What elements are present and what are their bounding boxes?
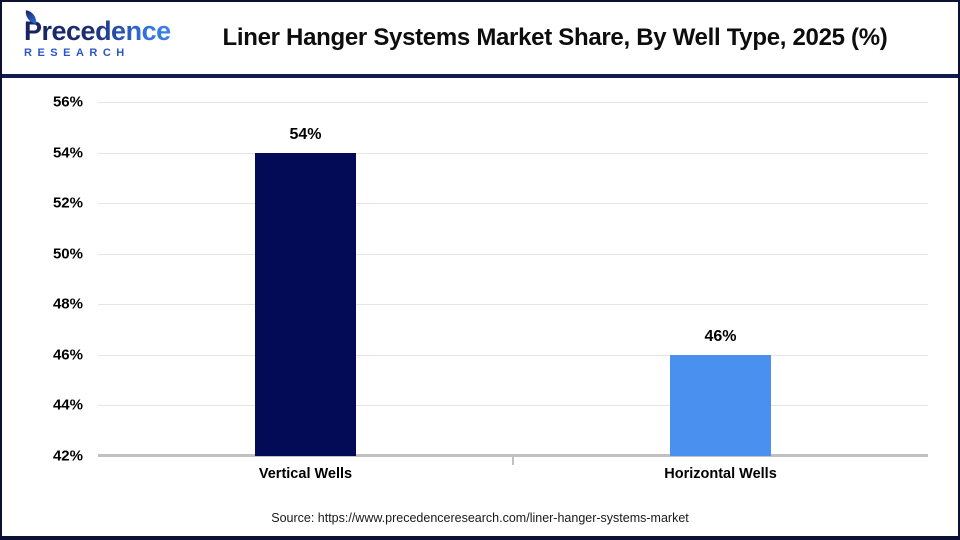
title-wrap: Liner Hanger Systems Market Share, By We… xyxy=(174,24,936,52)
bar-vertical-wells xyxy=(255,152,356,456)
chart-title: Liner Hanger Systems Market Share, By We… xyxy=(222,24,888,51)
bar-value-label: 54% xyxy=(289,125,322,143)
brand-logo: Precedence RESEARCH xyxy=(24,9,174,59)
y-tick-label: 44% xyxy=(52,396,83,414)
brand-name: Precedence xyxy=(24,9,174,46)
gridline-54% xyxy=(98,152,928,154)
plot-area: 42% 44% 46% 48% 50% 52% 54% 56% 54% 46% xyxy=(53,94,928,465)
bar-holder: 54% xyxy=(255,102,356,456)
gridline-50% xyxy=(98,253,928,255)
brand-name-text: Precedence xyxy=(24,15,171,46)
x-axis-line xyxy=(98,454,928,457)
header: Precedence RESEARCH Liner Hanger Systems… xyxy=(2,2,958,78)
y-tick-label: 48% xyxy=(52,295,83,313)
x-axis-labels: Vertical Wells Horizontal Wells xyxy=(98,466,928,482)
y-tick-label: 56% xyxy=(52,93,83,111)
y-tick-label: 46% xyxy=(52,346,83,364)
gridline-48% xyxy=(98,304,928,306)
bar-value-label: 46% xyxy=(704,327,737,345)
y-tick-label: 54% xyxy=(52,144,83,162)
y-tick-label: 52% xyxy=(52,194,83,212)
bar-slot: 46% xyxy=(513,102,928,456)
gridline-46% xyxy=(98,354,928,356)
brand-subtitle: RESEARCH xyxy=(24,46,130,59)
gridline-56% xyxy=(98,102,928,103)
bar-horizontal-wells xyxy=(670,354,771,456)
bar-slot: 54% xyxy=(98,102,513,456)
y-tick-label: 50% xyxy=(52,245,83,263)
source-text: Source: https://www.precedenceresearch.c… xyxy=(271,511,689,525)
y-tick-label: 42% xyxy=(52,447,83,465)
bar-chart: 42% 44% 46% 48% 50% 52% 54% 56% 54% 46% Vertical … xyxy=(2,78,958,532)
gridline-52% xyxy=(98,203,928,205)
x-axis-tick xyxy=(512,457,514,465)
gridline-44% xyxy=(98,405,928,407)
category-label-vertical-wells: Vertical Wells xyxy=(258,466,353,482)
category-label-horizontal-wells: Horizontal Wells xyxy=(664,466,777,482)
bar-holder: 46% xyxy=(670,102,771,456)
